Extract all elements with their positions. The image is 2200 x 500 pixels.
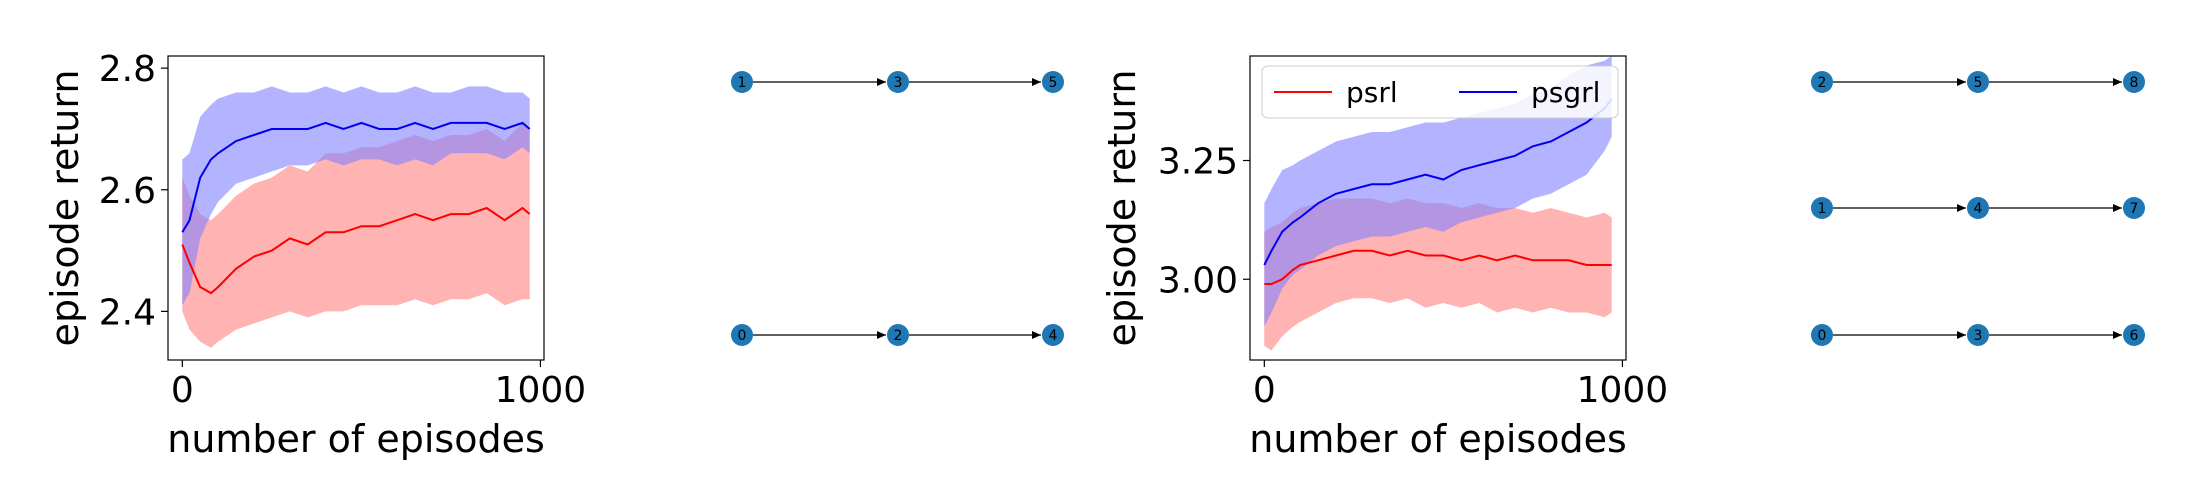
node-1 — [1811, 197, 1833, 219]
x-tick-label: 1000 — [1577, 370, 1669, 411]
x-tick-label: 0 — [171, 370, 194, 411]
node-0 — [731, 324, 753, 346]
node-3 — [1967, 324, 1989, 346]
plot-frame — [1249, 55, 1627, 361]
node-0 — [1811, 324, 1833, 346]
node-label-2: 2 — [894, 328, 903, 344]
node-4 — [1967, 197, 1989, 219]
plot-frame — [167, 55, 545, 361]
confidence-band-psgrl — [1264, 56, 1612, 327]
y-tick-label: 2.4 — [99, 292, 156, 333]
plot-area — [181, 86, 531, 348]
node-7 — [2123, 197, 2145, 219]
y-axis-label: episode return — [43, 70, 87, 347]
confidence-band-series-1 — [182, 122, 530, 348]
plot-area — [1263, 56, 1613, 351]
graph-diagram-1: 0 1 2 3 4 5 — [731, 71, 1064, 346]
node-label-0: 0 — [1818, 328, 1827, 344]
node-label-1: 1 — [1818, 201, 1827, 217]
mean-line-series-2 — [181, 121, 531, 233]
node-label-8: 8 — [2130, 75, 2139, 91]
x-tick-label: 0 — [1253, 370, 1276, 411]
node-label-5: 5 — [1049, 75, 1058, 91]
x-axis-label: number of episodes — [1249, 417, 1627, 461]
x-tick-label: 1000 — [495, 370, 587, 411]
node-label-7: 7 — [2130, 201, 2139, 217]
node-4 — [1042, 324, 1064, 346]
y-tick-label: 3.00 — [1158, 260, 1238, 301]
confidence-band-series-2 — [182, 86, 530, 306]
node-label-2: 2 — [1818, 75, 1827, 91]
chart-1: 0 1000 2.4 2.6 2.8 number of episodes episode … — [43, 49, 586, 461]
mean-line-series-1 — [181, 206, 531, 295]
node-label-1: 1 — [738, 75, 747, 91]
node-label-4: 4 — [1049, 328, 1058, 344]
node-label-3: 3 — [1974, 328, 1983, 344]
node-8 — [2123, 71, 2145, 93]
node-2 — [1811, 71, 1833, 93]
node-label-5: 5 — [1974, 75, 1983, 91]
chart-2: 0 1000 3.00 3.25 number of episodes episode r… — [1100, 55, 1669, 461]
y-tick-label: 3.25 — [1158, 142, 1238, 183]
node-1 — [731, 71, 753, 93]
legend-label-psrl: psrl — [1346, 76, 1398, 109]
y-tick-label: 2.6 — [99, 171, 156, 212]
node-5 — [1967, 71, 1989, 93]
y-axis-label: episode return — [1100, 70, 1144, 347]
graph-diagram-2: 0 1 2 3 4 5 6 7 8 — [1811, 71, 2145, 346]
node-label-0: 0 — [738, 328, 747, 344]
node-label-4: 4 — [1974, 201, 1983, 217]
legend: psrl psgrl — [1261, 65, 1619, 119]
legend-label-psgrl: psgrl — [1531, 76, 1600, 109]
node-label-3: 3 — [894, 75, 903, 91]
mean-line-psgrl — [1263, 98, 1613, 266]
node-3 — [887, 71, 909, 93]
node-5 — [1042, 71, 1064, 93]
x-axis-label: number of episodes — [167, 417, 545, 461]
mean-line-psrl — [1264, 249, 1612, 285]
legend-box — [1261, 65, 1619, 119]
node-6 — [2123, 324, 2145, 346]
node-label-6: 6 — [2130, 328, 2139, 344]
y-tick-label: 2.8 — [99, 49, 156, 90]
node-2 — [887, 324, 909, 346]
